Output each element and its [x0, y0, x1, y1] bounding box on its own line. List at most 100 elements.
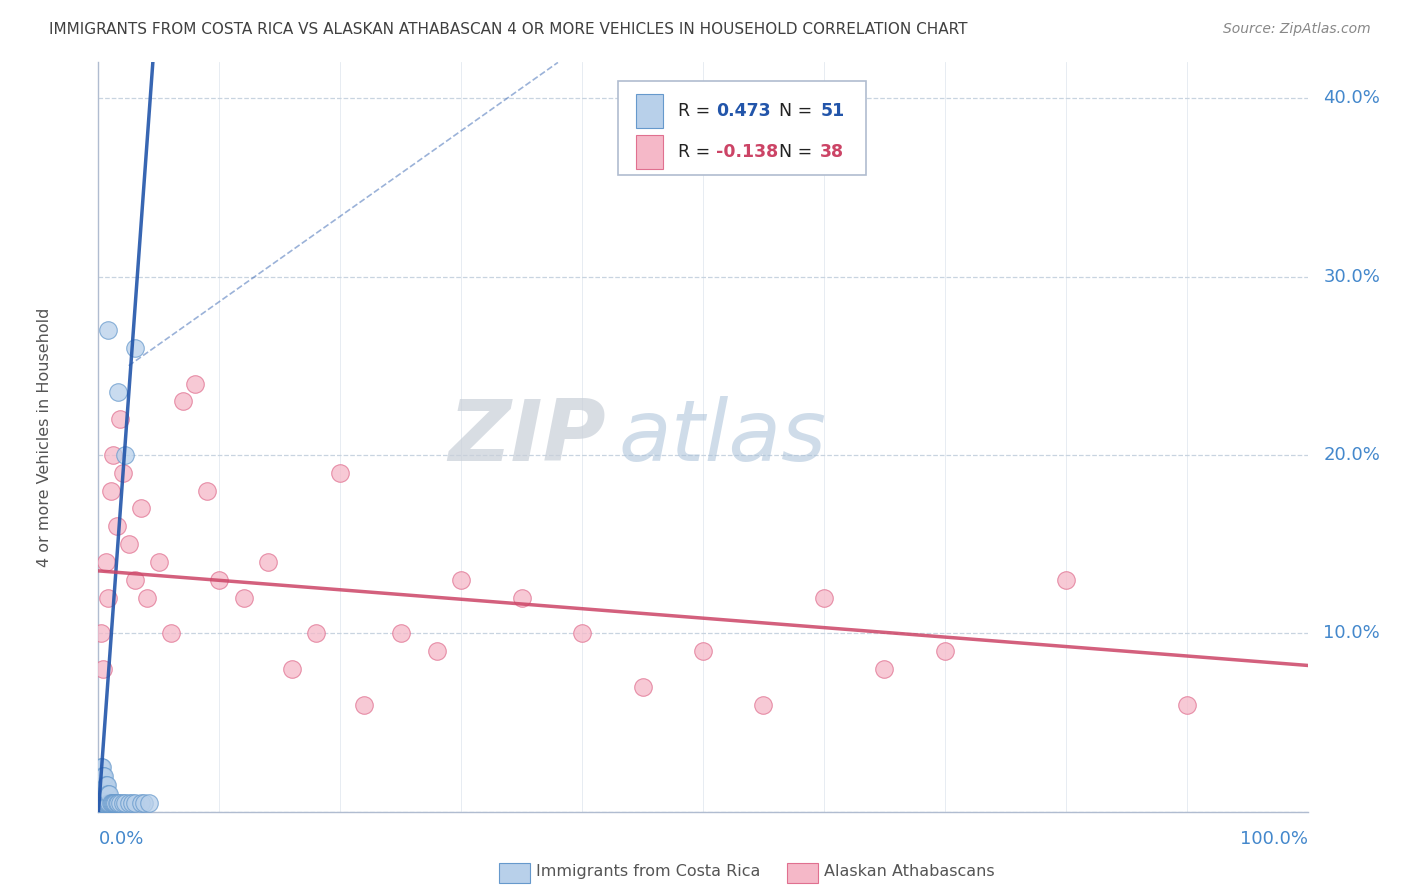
Point	[91, 662, 114, 676]
Point	[118, 537, 141, 551]
Point	[97, 787, 120, 801]
Point	[107, 796, 129, 810]
Point	[129, 501, 152, 516]
Point	[94, 555, 117, 569]
Point	[97, 591, 120, 605]
Point	[94, 787, 117, 801]
Point	[96, 787, 118, 801]
Point	[90, 787, 112, 801]
Point	[426, 644, 449, 658]
Point	[121, 796, 143, 810]
Point	[91, 769, 114, 783]
Point	[90, 769, 112, 783]
Point	[114, 448, 136, 462]
Text: 51: 51	[820, 102, 845, 120]
Text: 0.0%: 0.0%	[98, 830, 143, 848]
Point	[97, 796, 120, 810]
Point	[108, 796, 131, 810]
Point	[129, 796, 152, 810]
Point	[510, 591, 533, 605]
Point	[100, 796, 122, 810]
Point	[934, 644, 956, 658]
Point	[752, 698, 775, 712]
Point	[124, 796, 146, 810]
Text: 20.0%: 20.0%	[1323, 446, 1381, 464]
Point	[91, 769, 114, 783]
Point	[353, 698, 375, 712]
Text: 100.0%: 100.0%	[1240, 830, 1308, 848]
Point	[97, 323, 120, 337]
Point	[91, 787, 114, 801]
Point	[96, 778, 118, 792]
Point	[93, 778, 115, 792]
Point	[118, 796, 141, 810]
Text: 30.0%: 30.0%	[1323, 268, 1381, 285]
FancyBboxPatch shape	[637, 136, 664, 169]
Text: atlas: atlas	[619, 395, 827, 479]
Point	[184, 376, 207, 391]
Point	[90, 778, 112, 792]
Point	[104, 796, 127, 810]
Point	[91, 778, 114, 792]
Point	[94, 796, 117, 810]
Text: Alaskan Athabascans: Alaskan Athabascans	[824, 864, 994, 879]
Text: 10.0%: 10.0%	[1323, 624, 1381, 642]
Point	[450, 573, 472, 587]
Text: ZIP: ZIP	[449, 395, 606, 479]
Point	[135, 591, 157, 605]
Text: -0.138: -0.138	[716, 143, 779, 161]
Text: 4 or more Vehicles in Household: 4 or more Vehicles in Household	[37, 308, 52, 566]
Point	[571, 626, 593, 640]
Point	[172, 394, 194, 409]
Point	[91, 787, 114, 801]
Point	[105, 519, 128, 533]
Point	[111, 796, 134, 810]
Point	[100, 796, 122, 810]
Point	[232, 591, 254, 605]
FancyBboxPatch shape	[637, 94, 664, 128]
Point	[101, 796, 124, 810]
Point	[329, 466, 352, 480]
Point	[103, 796, 125, 810]
Point	[91, 778, 114, 792]
Text: 0.473: 0.473	[716, 102, 770, 120]
Point	[96, 796, 118, 810]
Point	[89, 796, 111, 810]
Point	[256, 555, 278, 569]
Point	[1175, 698, 1198, 712]
Point	[93, 796, 115, 810]
Point	[305, 626, 328, 640]
Point	[138, 796, 160, 810]
Point	[100, 483, 122, 498]
Text: N =: N =	[768, 102, 818, 120]
Point	[91, 796, 114, 810]
Text: R =: R =	[678, 143, 716, 161]
Point	[1054, 573, 1077, 587]
Point	[134, 796, 156, 810]
Text: R =: R =	[678, 102, 716, 120]
Text: 38: 38	[820, 143, 845, 161]
Point	[813, 591, 835, 605]
Point	[114, 796, 136, 810]
Point	[90, 760, 112, 774]
Point	[195, 483, 218, 498]
Point	[108, 412, 131, 426]
Point	[90, 796, 112, 810]
Point	[91, 796, 114, 810]
Point	[160, 626, 183, 640]
Point	[281, 662, 304, 676]
Point	[111, 466, 134, 480]
Point	[107, 385, 129, 400]
Point	[93, 769, 115, 783]
Text: IMMIGRANTS FROM COSTA RICA VS ALASKAN ATHABASCAN 4 OR MORE VEHICLES IN HOUSEHOLD: IMMIGRANTS FROM COSTA RICA VS ALASKAN AT…	[49, 22, 967, 37]
Point	[692, 644, 714, 658]
FancyBboxPatch shape	[619, 81, 866, 175]
Point	[91, 760, 114, 774]
Point	[89, 778, 111, 792]
Point	[101, 448, 124, 462]
Point	[389, 626, 412, 640]
Point	[90, 626, 112, 640]
Point	[89, 787, 111, 801]
Point	[124, 573, 146, 587]
Text: Source: ZipAtlas.com: Source: ZipAtlas.com	[1223, 22, 1371, 37]
